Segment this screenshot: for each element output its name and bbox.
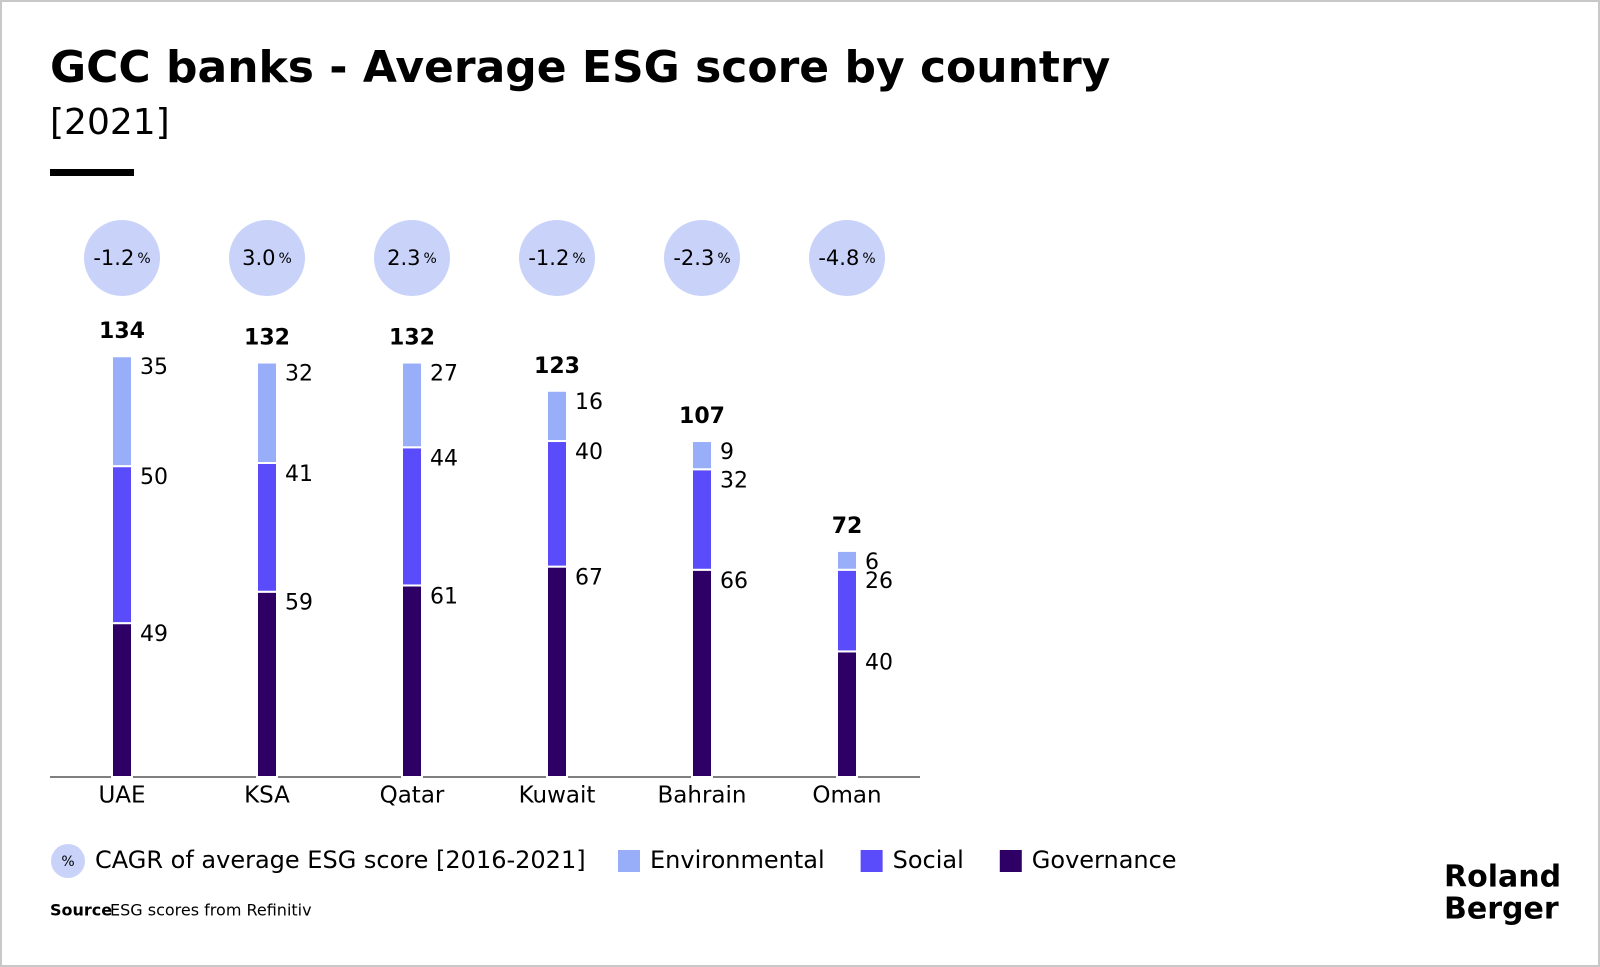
data-label: 16 [575, 390, 603, 415]
source: ESG scores from Refinitiv [110, 901, 312, 920]
legend-label: Environmental [650, 846, 825, 874]
cagr-bubble [809, 220, 885, 296]
cagr-unit: % [717, 251, 730, 267]
chart-subtitle: [2021] [50, 102, 170, 143]
total-label: 134 [99, 319, 145, 344]
cagr-value: 3.0 [242, 246, 275, 270]
total-label: 72 [832, 514, 863, 539]
data-label: 27 [430, 362, 458, 387]
bar-segment [691, 468, 713, 571]
bar-segment [401, 361, 423, 449]
data-label: 35 [140, 355, 168, 380]
data-label: 49 [140, 622, 168, 647]
logo: Roland [1444, 860, 1561, 895]
bar-segment [401, 446, 423, 587]
x-tick-label: Oman [812, 783, 881, 809]
chart-title: GCC banks - Average ESG score by country [50, 42, 1110, 93]
cagr-label: -4.8% [818, 246, 875, 270]
data-label: 6 [865, 550, 879, 575]
data-label: 50 [140, 465, 168, 490]
legend-unit: % [61, 854, 74, 870]
legend-swatch [618, 850, 640, 872]
cagr-bubble [84, 220, 160, 296]
data-label: 26 [865, 569, 893, 594]
cagr-label: 3.0% [242, 246, 292, 270]
x-tick-label: UAE [98, 783, 145, 809]
data-label: 44 [430, 446, 458, 471]
cagr-label: -1.2% [93, 246, 150, 270]
bar-segment [836, 650, 858, 779]
bar-segment [256, 462, 278, 593]
total-label: 132 [244, 326, 290, 351]
cagr-label: -2.3% [673, 246, 730, 270]
data-label: 32 [720, 468, 748, 493]
bar-segment [256, 361, 278, 464]
cagr-unit: % [279, 251, 292, 267]
total-label: 132 [389, 326, 435, 351]
cagr-value: -1.2 [93, 246, 134, 270]
data-label: 40 [865, 650, 893, 675]
legend-label: CAGR of average ESG score [2016-2021] [95, 846, 586, 874]
bar-segment [691, 440, 713, 471]
data-label: 66 [720, 569, 748, 594]
x-tick-label: Qatar [380, 783, 445, 809]
bar-segment [691, 568, 713, 779]
bar-segment [836, 549, 858, 571]
cagr-value: 2.3 [387, 246, 420, 270]
data-label: 41 [285, 462, 313, 487]
cagr-bubble [229, 220, 305, 296]
legend-label: Governance [1032, 846, 1177, 874]
cagr-value: -2.3 [673, 246, 714, 270]
data-label: 9 [720, 440, 734, 465]
cagr-label: 2.3% [387, 246, 437, 270]
data-label: 40 [575, 440, 603, 465]
legend-label: Social [893, 846, 964, 874]
legend-swatch [999, 850, 1022, 872]
cagr-label: -1.2% [528, 246, 585, 270]
bar-segment [546, 565, 568, 778]
bar-segment [111, 355, 133, 468]
cagr-unit: % [424, 251, 437, 267]
data-label: 61 [430, 584, 458, 609]
bar-segment [256, 590, 278, 778]
data-label: 59 [285, 591, 313, 616]
cagr-value: -4.8 [818, 246, 859, 270]
bar-segment [546, 389, 568, 443]
data-label: 32 [285, 362, 313, 387]
x-tick-label: Bahrain [658, 783, 747, 809]
legend-swatch [860, 850, 883, 872]
cagr-bubble [374, 220, 450, 296]
cagr-value: -1.2 [528, 246, 569, 270]
cagr-bubble [519, 220, 595, 296]
legend-swatch [51, 844, 85, 878]
x-tick-label: KSA [244, 783, 290, 809]
source-label: Source [50, 901, 112, 920]
total-label: 123 [534, 354, 580, 379]
cagr-unit: % [862, 251, 875, 267]
bar-segment [111, 465, 133, 625]
cagr-unit: % [572, 251, 585, 267]
bar-segment [836, 568, 858, 653]
logo: Berger [1444, 892, 1559, 927]
cagr-unit: % [137, 251, 150, 267]
title-rule [50, 169, 134, 176]
data-label: 67 [575, 566, 603, 591]
bar-segment [401, 584, 423, 779]
bar-segment [111, 622, 133, 779]
cagr-bubble [664, 220, 740, 296]
bar-segment [546, 440, 568, 568]
total-label: 107 [679, 404, 725, 429]
x-tick-label: Kuwait [519, 783, 596, 809]
